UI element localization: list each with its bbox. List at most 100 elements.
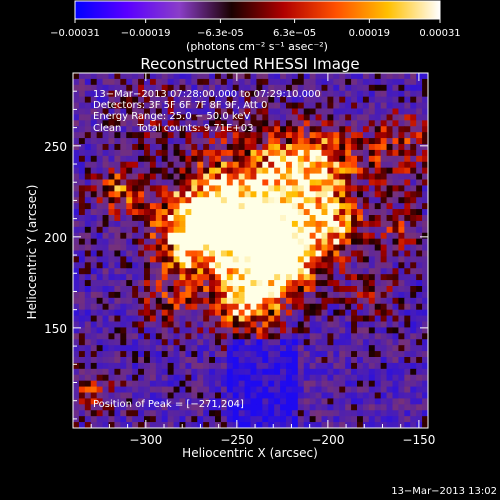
heatmap-cell <box>238 422 245 428</box>
heatmap-cell <box>380 215 387 222</box>
heatmap-cell <box>78 268 86 275</box>
heatmap-cell <box>73 191 80 198</box>
heatmap-cell <box>185 291 192 299</box>
heatmap-cell <box>286 386 293 393</box>
heatmap-cell <box>232 155 240 163</box>
heatmap-cell <box>274 191 281 198</box>
heatmap-cell <box>392 333 399 340</box>
heatmap-cell <box>392 220 399 228</box>
heatmap-cell <box>138 333 145 340</box>
heatmap-cell <box>404 90 411 98</box>
heatmap-cell <box>78 321 86 328</box>
heatmap-cell <box>114 345 121 352</box>
heatmap-cell <box>422 333 428 340</box>
heatmap-cell <box>203 380 210 387</box>
heatmap-cell <box>215 173 222 180</box>
heatmap-cell <box>398 149 405 157</box>
heatmap-cell <box>102 256 109 263</box>
heatmap-cell <box>333 362 340 370</box>
heatmap-cell <box>191 315 198 322</box>
heatmap-cell <box>78 232 86 240</box>
heatmap-cell <box>73 132 80 139</box>
heatmap-cell <box>315 197 322 204</box>
heatmap-cell <box>209 392 216 399</box>
heatmap-cell <box>191 422 198 428</box>
heatmap-cell <box>327 84 334 92</box>
heatmap-cell <box>380 392 387 399</box>
heatmap-cell <box>416 203 423 210</box>
heatmap-cell <box>203 220 210 228</box>
heatmap-cell <box>84 203 92 210</box>
heatmap-cell <box>291 262 299 269</box>
heatmap-cell <box>333 78 340 86</box>
heatmap-cell <box>309 339 316 346</box>
heatmap-cell <box>333 73 340 80</box>
heatmap-cell <box>96 149 103 157</box>
heatmap-cell <box>84 327 92 334</box>
heatmap-cell <box>149 167 157 174</box>
heatmap-cell <box>250 339 257 346</box>
heatmap-cell <box>78 410 86 417</box>
heatmap-cell <box>386 185 393 192</box>
heatmap-cell <box>78 416 86 423</box>
heatmap-cell <box>410 321 417 328</box>
heatmap-cell <box>392 274 399 281</box>
heatmap-cell <box>185 297 192 305</box>
heatmap-cell <box>333 226 340 234</box>
heatmap-cell <box>161 96 169 103</box>
heatmap-cell <box>315 362 322 370</box>
heatmap-cell <box>268 167 275 174</box>
heatmap-cell <box>416 339 423 346</box>
heatmap-cell <box>256 78 263 86</box>
heatmap-cell <box>96 291 103 299</box>
heatmap-cell <box>392 138 399 145</box>
heatmap-cell <box>327 256 334 263</box>
heatmap-cell <box>197 226 204 234</box>
heatmap-cell <box>392 380 399 387</box>
heatmap-cell <box>197 404 204 411</box>
heatmap-cell <box>327 351 334 358</box>
heatmap-cell <box>155 291 163 299</box>
heatmap-cell <box>238 108 245 115</box>
heatmap-cell <box>315 327 322 334</box>
heatmap-cell <box>250 96 257 103</box>
heatmap-cell <box>327 161 334 169</box>
heatmap-cell <box>362 422 370 428</box>
heatmap-cell <box>351 333 358 340</box>
heatmap-cell <box>144 357 151 364</box>
heatmap-cell <box>84 339 92 346</box>
heatmap-cell <box>220 108 228 115</box>
heatmap-cell <box>179 191 186 198</box>
heatmap-cell <box>262 73 269 80</box>
heatmap-cell <box>149 315 157 322</box>
heatmap-cell <box>78 185 86 192</box>
heatmap-cell <box>197 179 204 186</box>
heatmap-cell <box>132 362 139 370</box>
heatmap-cell <box>333 108 340 115</box>
heatmap-cell <box>120 244 127 251</box>
heatmap-cell <box>380 108 387 115</box>
heatmap-cell <box>114 422 121 428</box>
heatmap-cell <box>339 138 346 145</box>
heatmap-cell <box>333 404 340 411</box>
heatmap-cell <box>339 209 346 216</box>
heatmap-cell <box>410 410 417 417</box>
heatmap-cell <box>262 303 269 311</box>
heatmap-cell <box>144 309 151 316</box>
heatmap-cell <box>256 161 263 169</box>
heatmap-cell <box>262 78 269 86</box>
heatmap-cell <box>274 256 281 263</box>
heatmap-cell <box>90 410 98 417</box>
heatmap-cell <box>167 274 174 281</box>
heatmap-cell <box>250 392 257 399</box>
heatmap-cell <box>209 297 216 305</box>
heatmap-cell <box>161 78 169 86</box>
heatmap-cell <box>291 155 299 163</box>
heatmap-cell <box>185 179 192 186</box>
heatmap-cell <box>362 84 370 92</box>
heatmap-cell <box>315 280 322 287</box>
heatmap-cell <box>291 268 299 275</box>
heatmap-cell <box>232 345 240 352</box>
heatmap-cell <box>90 268 98 275</box>
heatmap-cell <box>149 380 157 387</box>
